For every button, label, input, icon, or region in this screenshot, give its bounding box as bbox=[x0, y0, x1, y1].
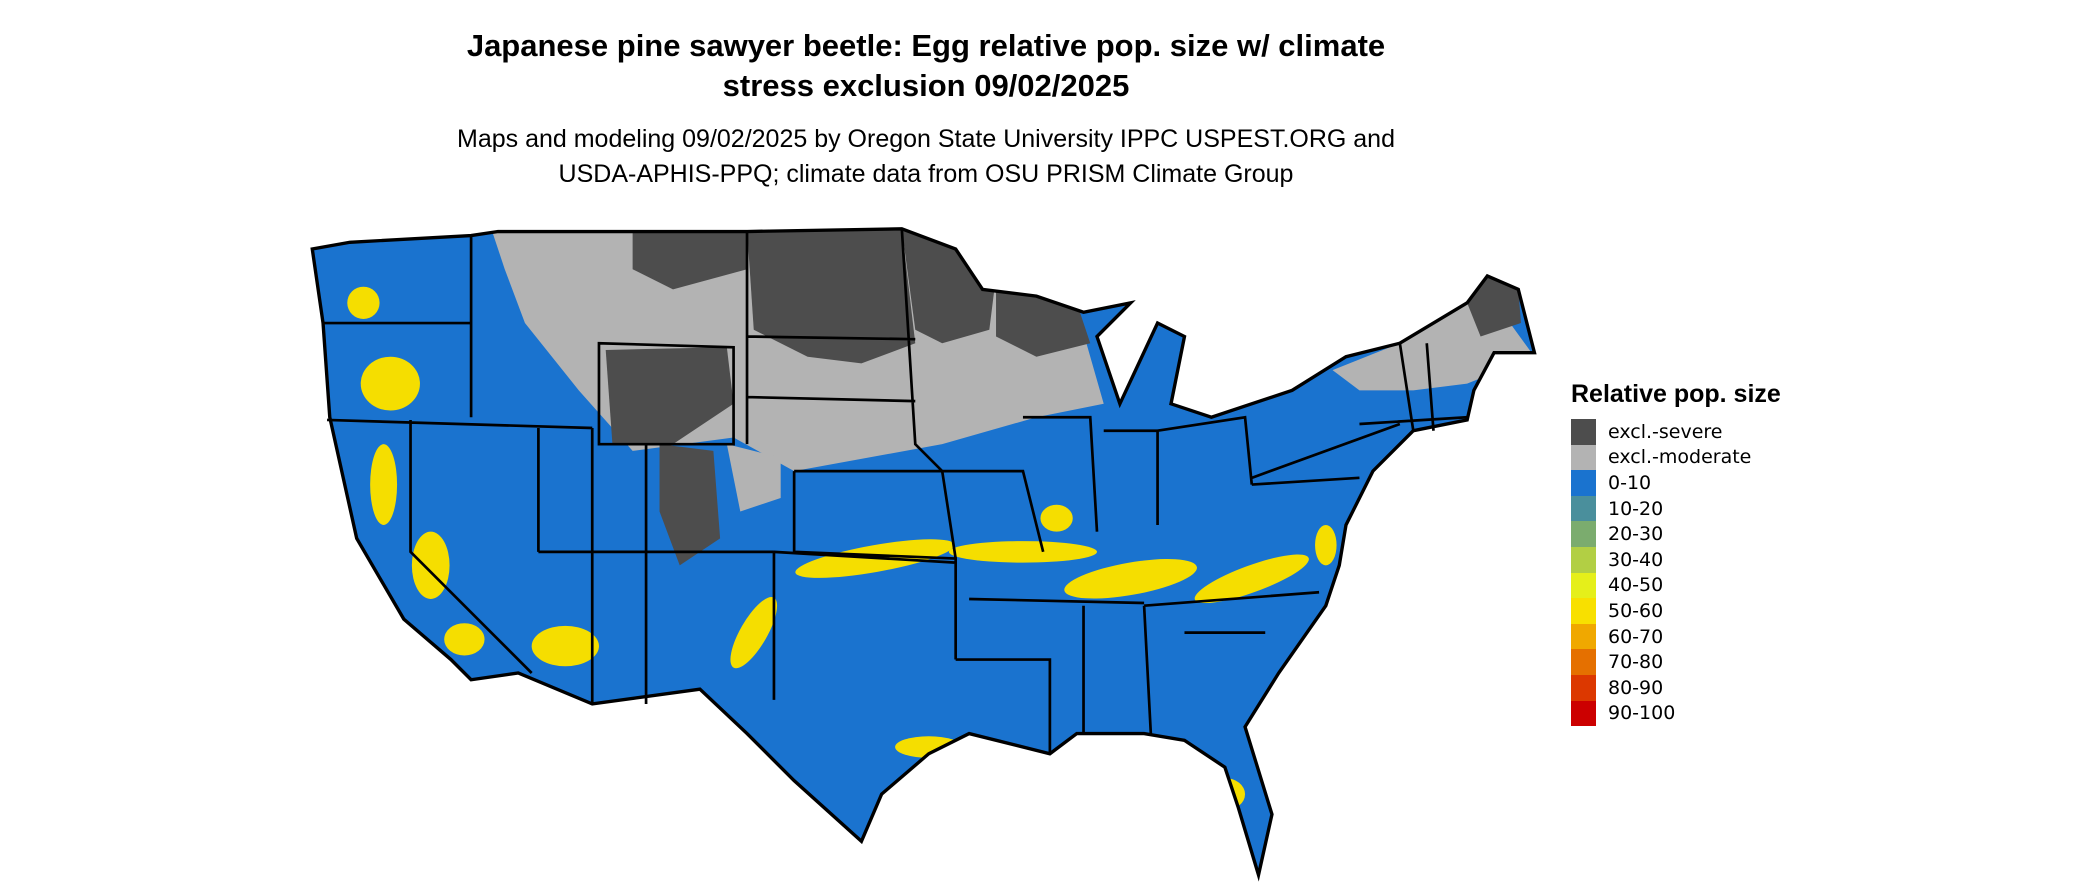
legend-swatch bbox=[1571, 598, 1596, 624]
map-fill bbox=[312, 228, 1535, 875]
legend-label: 90-100 bbox=[1608, 702, 1676, 725]
legend-label: 70-80 bbox=[1608, 651, 1664, 674]
legend-item: 60-70 bbox=[1571, 623, 1781, 650]
legend-item: 10-20 bbox=[1571, 495, 1781, 522]
legend-item: 70-80 bbox=[1571, 649, 1781, 675]
legend-label: 50-60 bbox=[1608, 599, 1664, 622]
state-borders bbox=[310, 227, 1537, 882]
legend-swatch bbox=[1571, 495, 1596, 522]
legend-items: excl.-severe excl.-moderate 0-10 10-20 20-30… bbox=[1571, 419, 1781, 727]
legend-item: 50-60 bbox=[1571, 598, 1781, 624]
legend-item: 30-40 bbox=[1571, 546, 1781, 573]
legend-label: 20-30 bbox=[1608, 523, 1664, 546]
region-excl-moderate-nm bbox=[726, 444, 781, 512]
legend-swatch bbox=[1571, 470, 1596, 496]
legend-label: 10-20 bbox=[1608, 497, 1664, 520]
legend-swatch bbox=[1571, 700, 1596, 727]
legend-item: 90-100 bbox=[1571, 700, 1781, 727]
legend-label: 40-50 bbox=[1608, 574, 1664, 597]
legend-item: 40-50 bbox=[1571, 572, 1781, 599]
legend-label: 60-70 bbox=[1608, 625, 1664, 648]
region-excl-severe-me bbox=[1467, 275, 1521, 337]
legend-item: 20-30 bbox=[1571, 521, 1781, 547]
region-excl-severe-nd bbox=[747, 228, 916, 364]
map-title: Japanese pine sawyer beetle: Egg relativ… bbox=[0, 26, 1852, 106]
legend-swatch bbox=[1571, 572, 1596, 599]
legend-swatch bbox=[1571, 546, 1596, 573]
legend-label: excl.-moderate bbox=[1608, 446, 1752, 469]
legend-label: 30-40 bbox=[1608, 548, 1664, 571]
region-excl-severe-co bbox=[659, 444, 721, 566]
legend-title: Relative pop. size bbox=[1571, 380, 1781, 408]
title-line-1: Japanese pine sawyer beetle: Egg relativ… bbox=[466, 28, 1386, 63]
legend-swatch bbox=[1571, 419, 1596, 445]
legend-item: excl.-severe bbox=[1571, 419, 1781, 445]
legend-swatch bbox=[1571, 444, 1596, 471]
legend-label: excl.-severe bbox=[1608, 420, 1723, 443]
legend-swatch bbox=[1571, 674, 1596, 701]
legend-item: 0-10 bbox=[1571, 470, 1781, 496]
legend-swatch bbox=[1571, 623, 1596, 650]
subtitle-line-2: USDA-APHIS-PPQ; climate data from OSU PR… bbox=[558, 160, 1294, 188]
legend-swatch bbox=[1571, 649, 1596, 675]
legend-label: 80-90 bbox=[1608, 676, 1664, 699]
title-line-2: stress exclusion 09/02/2025 bbox=[722, 68, 1130, 103]
legend-item: excl.-moderate bbox=[1571, 444, 1781, 471]
legend: Relative pop. size excl.-severe excl.-mod… bbox=[1571, 380, 1781, 727]
region-excl-severe-mt bbox=[632, 231, 748, 290]
legend-item: 80-90 bbox=[1571, 674, 1781, 701]
map-subtitle: Maps and modeling 09/02/2025 by Oregon S… bbox=[0, 122, 1852, 192]
legend-label: 0-10 bbox=[1608, 471, 1652, 494]
legend-swatch bbox=[1571, 521, 1596, 547]
region-excl-severe-wy bbox=[605, 347, 734, 445]
subtitle-line-1: Maps and modeling 09/02/2025 by Oregon S… bbox=[457, 125, 1395, 153]
